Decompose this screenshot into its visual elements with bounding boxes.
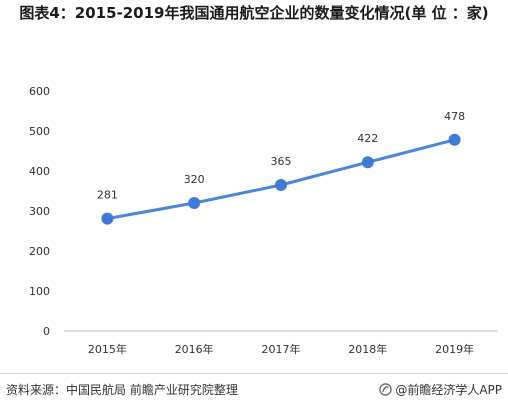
x-tick-label: 2015年 — [88, 342, 127, 356]
data-point — [448, 133, 461, 146]
y-tick-label: 400 — [29, 165, 50, 178]
x-tick-label: 2019年 — [435, 342, 474, 356]
data-point — [275, 179, 287, 191]
data-label: 422 — [357, 132, 378, 145]
x-tick-label: 2018年 — [348, 342, 387, 356]
credit-text: @前瞻经济学人APP — [395, 383, 502, 397]
data-point — [101, 212, 114, 225]
data-label: 281 — [97, 189, 118, 202]
y-tick-label: 200 — [29, 245, 50, 258]
y-axis: 0 100 200 300 400 500 600 — [29, 85, 50, 338]
data-label: 478 — [444, 110, 465, 123]
chart-title: 图表4：2015-2019年我国通用航空企业的数量变化情况(单 位 ：家) — [19, 4, 489, 22]
x-tick-label: 2017年 — [262, 342, 301, 356]
x-axis: 2015年 2016年 2017年 2018年 2019年 — [88, 342, 474, 356]
line-chart: 0 100 200 300 400 500 600 2015年 2016年 2017年 2018年… — [29, 85, 498, 356]
y-tick-label: 600 — [29, 85, 50, 98]
data-labels: 281 320 365 422 478 — [97, 110, 465, 202]
y-tick-label: 300 — [29, 205, 50, 218]
footer-divider — [0, 373, 508, 374]
data-point — [361, 156, 374, 169]
logo-icon — [379, 383, 393, 396]
credit: @前瞻经济学人APP — [379, 381, 502, 398]
data-label: 320 — [184, 173, 205, 186]
data-points — [101, 133, 461, 225]
source-note: 资料来源：中国民航局 前瞻产业研究院整理 — [6, 383, 238, 397]
y-tick-label: 0 — [43, 325, 50, 338]
x-tick-label: 2016年 — [175, 342, 214, 356]
data-label: 365 — [271, 155, 292, 168]
data-point — [188, 197, 201, 209]
y-tick-label: 100 — [29, 285, 50, 298]
y-tick-label: 500 — [29, 125, 50, 138]
